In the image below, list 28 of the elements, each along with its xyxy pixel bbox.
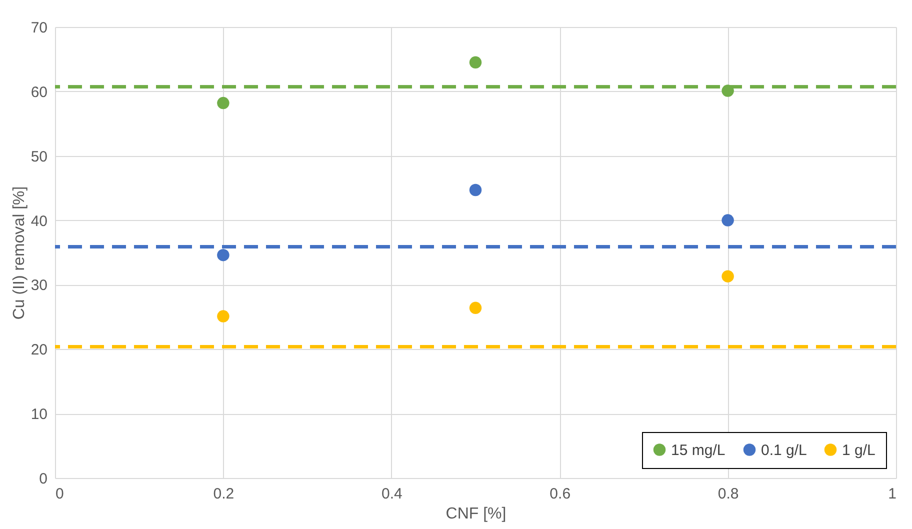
x-tick-label: 0.8: [718, 486, 739, 502]
x-tick-label: 0.2: [213, 486, 234, 502]
point: [217, 96, 230, 110]
x-axis-title: CNF [%]: [446, 506, 506, 522]
point: [722, 214, 734, 226]
y-axis-title: Cu (II) removal [%]: [10, 186, 28, 320]
x-tick-label: 0: [56, 486, 64, 502]
point: [469, 56, 482, 69]
y-tick-label: 60: [30, 84, 48, 101]
x-tick-label: 1: [888, 486, 896, 502]
legend-label: 15 mg/L: [671, 442, 726, 459]
point: [722, 270, 734, 282]
y-tick-label: 10: [30, 406, 48, 424]
x-tick-label: 0.4: [381, 486, 402, 502]
point: [469, 184, 482, 196]
x-tick-label: 0.6: [550, 486, 571, 502]
legend-label: 0.1 g/L: [761, 442, 807, 459]
legend-label: 1 g/L: [842, 442, 876, 459]
y-tick-label: 0: [39, 470, 48, 488]
point: [217, 310, 230, 322]
y-tick-label: 20: [30, 342, 48, 359]
y-tick-label: 30: [30, 277, 48, 294]
point: [722, 84, 734, 97]
y-tick-label: 70: [30, 20, 48, 36]
y-tick-label: 50: [30, 148, 48, 166]
y-tick-label: 40: [30, 212, 48, 230]
point: [469, 302, 482, 314]
point: [217, 248, 230, 262]
